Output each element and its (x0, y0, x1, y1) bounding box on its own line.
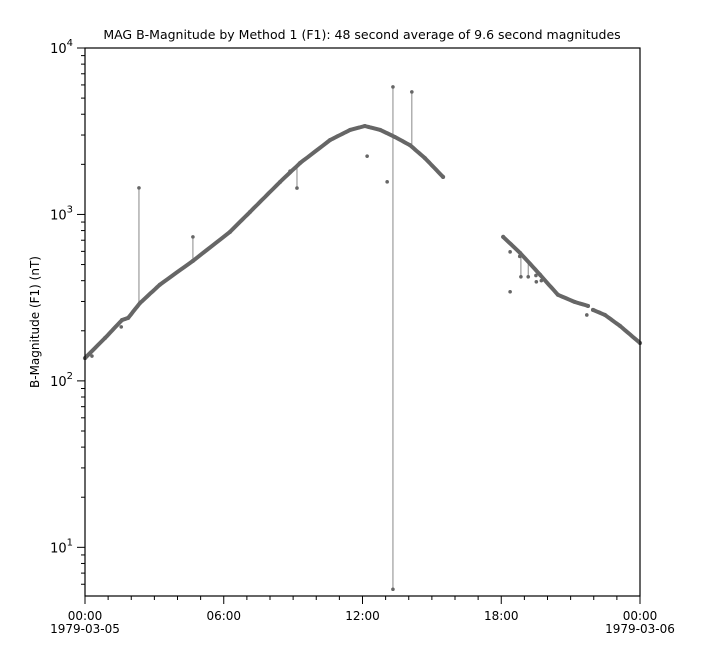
plot-marks (83, 85, 642, 592)
outlier-point (508, 250, 512, 254)
y-tick-label: 102 (50, 371, 73, 390)
x-tick-date-label: 1979-03-05 (50, 622, 120, 636)
data-point (190, 258, 195, 263)
outlier-point (365, 154, 369, 158)
outlier-point (191, 235, 195, 239)
data-point (278, 179, 283, 184)
data-point (602, 312, 607, 317)
x-tick-label: 06:00 (206, 609, 241, 623)
data-point (247, 209, 252, 214)
y-tick-base: 10 (50, 208, 67, 223)
data-point (120, 318, 124, 323)
outlier-point (534, 273, 538, 278)
outlier-point (90, 354, 94, 358)
data-point (103, 335, 108, 340)
data-point (617, 323, 622, 328)
outlier-point (385, 180, 389, 184)
data-point (362, 123, 367, 128)
outlier-point (391, 85, 395, 89)
outlier-point (526, 275, 531, 279)
data-point (407, 143, 412, 148)
y-axis-label: B-Magnitude (F1) (nT) (28, 256, 42, 388)
y-tick-label: 101 (50, 537, 73, 556)
data-point (126, 315, 131, 320)
outlier-point (391, 587, 395, 592)
y-tick-base: 10 (50, 375, 67, 390)
data-point (555, 292, 560, 297)
data-point (378, 127, 383, 132)
y-tick-exponent: 2 (67, 371, 73, 382)
data-point (518, 250, 523, 255)
outlier-point (585, 313, 589, 317)
x-tick-label: 00:00 (623, 609, 658, 623)
outlier-point (519, 275, 523, 279)
y-tick-exponent: 4 (67, 38, 73, 49)
data-series-line (591, 307, 642, 345)
y-tick-base: 10 (50, 541, 67, 556)
outlier-point (288, 169, 292, 173)
data-point (538, 272, 543, 277)
data-point (328, 138, 333, 143)
data-point (227, 229, 232, 234)
data-series-line (501, 234, 590, 308)
plot-frame (84, 47, 641, 597)
outlier-point (534, 279, 539, 284)
data-point (157, 282, 162, 287)
y-tick-label: 104 (50, 38, 73, 57)
x-tick-label: 18:00 (484, 609, 519, 623)
x-tick-label: 12:00 (345, 609, 380, 623)
data-point (585, 303, 590, 308)
y-tick-exponent: 3 (67, 204, 73, 215)
y-tick-exponent: 1 (67, 537, 73, 548)
outlier-point (508, 289, 512, 294)
data-point (501, 234, 506, 239)
data-point (441, 174, 446, 179)
outlier-point (295, 186, 299, 190)
x-tick-label: 00:00 (68, 609, 103, 623)
outlier-point (410, 90, 414, 94)
data-point (392, 134, 397, 139)
data-point (422, 156, 427, 161)
y-tick-label: 103 (50, 204, 73, 223)
outlier-point (517, 254, 522, 259)
data-point (348, 127, 353, 132)
outlier-point (119, 325, 124, 329)
outlier-point (539, 278, 544, 283)
data-point (298, 161, 303, 166)
data-point (590, 307, 595, 312)
outlier-point (137, 186, 141, 190)
chart-title: MAG B-Magnitude by Method 1 (F1): 48 sec… (103, 27, 620, 42)
data-point (138, 300, 143, 305)
y-tick-base: 10 (50, 42, 67, 57)
data-point (572, 299, 577, 304)
x-tick-date-label: 1979-03-06 (605, 622, 675, 636)
